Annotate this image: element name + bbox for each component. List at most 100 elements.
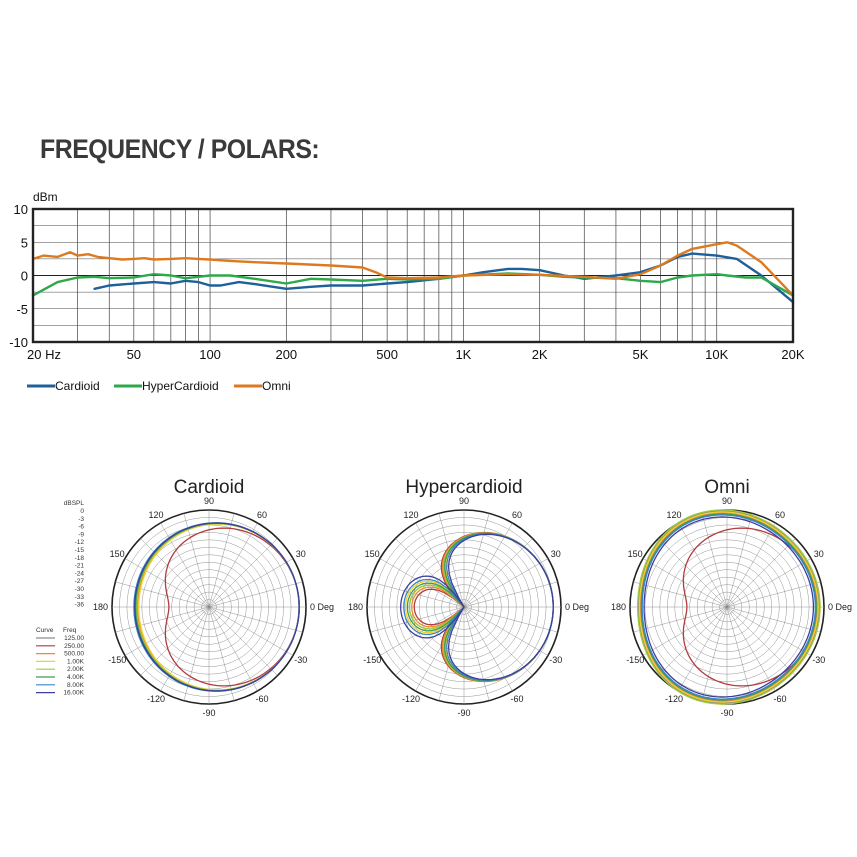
polar-spoke bbox=[658, 538, 728, 608]
polar-spoke bbox=[208, 606, 294, 656]
polar-angle-label: 150 bbox=[110, 549, 125, 559]
scale-value: -24 bbox=[75, 570, 85, 577]
polar-spoke bbox=[678, 606, 728, 692]
polar-angle-label: -60 bbox=[773, 694, 786, 704]
polar-spoke bbox=[463, 558, 549, 608]
scale-title: dBSPL bbox=[64, 500, 85, 507]
x-tick-label: 200 bbox=[275, 347, 297, 362]
polar-angle-label: 30 bbox=[814, 549, 824, 559]
polar-angle-label: 0 Deg bbox=[565, 602, 589, 612]
legend: Cardioid HyperCardioid Omni bbox=[27, 379, 291, 393]
polar-spoke bbox=[208, 606, 258, 692]
polar-spoke bbox=[463, 606, 533, 676]
series-line-hypercardioid bbox=[31, 272, 795, 297]
y-tick-label: -10 bbox=[9, 335, 28, 350]
polar-angle-label: -120 bbox=[402, 694, 420, 704]
polar-spoke bbox=[208, 606, 303, 633]
polar-angle-label: 60 bbox=[257, 510, 267, 520]
polar-angle-label: 120 bbox=[403, 510, 418, 520]
polar-angle-label: 150 bbox=[628, 549, 643, 559]
curve-freq-label: 4.00K bbox=[67, 674, 85, 681]
scale-value: -6 bbox=[78, 524, 84, 531]
scale-value: -30 bbox=[75, 586, 85, 593]
curve-freq-label: 125.00 bbox=[64, 635, 84, 642]
y-tick-label: 10 bbox=[14, 202, 28, 217]
polar-spoke bbox=[701, 513, 728, 608]
polar-spoke bbox=[726, 606, 796, 676]
polar-spoke bbox=[701, 606, 728, 701]
y-tick-label: 5 bbox=[21, 235, 28, 250]
polar-angle-label: 0 Deg bbox=[828, 602, 852, 612]
polar-angle-label: 120 bbox=[148, 510, 163, 520]
polar-angle-label: 90 bbox=[459, 496, 469, 506]
polar-angle-label: 180 bbox=[611, 602, 626, 612]
curve-freq-label: 2.00K bbox=[67, 666, 85, 673]
polar-curve-7 bbox=[400, 533, 554, 681]
polar-angle-label: -60 bbox=[510, 694, 523, 704]
polar-spoke bbox=[463, 581, 558, 608]
polar-angle-label: -120 bbox=[665, 694, 683, 704]
polar-spoke bbox=[633, 581, 728, 608]
polar-angle-label: 0 Deg bbox=[310, 602, 334, 612]
polar-angle-label: -60 bbox=[255, 694, 268, 704]
scale-value: -27 bbox=[75, 578, 85, 585]
scale-value: -12 bbox=[75, 539, 85, 546]
polar-spoke bbox=[124, 558, 210, 608]
polar-spoke bbox=[160, 522, 210, 608]
polar-angle-label: -150 bbox=[363, 655, 381, 665]
polar-spoke bbox=[438, 513, 465, 608]
polar-spoke bbox=[115, 606, 210, 633]
scale-value: -33 bbox=[75, 594, 85, 601]
polar-spoke bbox=[438, 606, 465, 701]
polar-curve-7 bbox=[134, 522, 300, 692]
scale-value: 0 bbox=[80, 508, 84, 515]
y-tick-label: -5 bbox=[16, 302, 28, 317]
curve-header: Curve bbox=[36, 627, 54, 634]
polar-angle-label: -90 bbox=[457, 708, 470, 718]
polar-angle-label: -30 bbox=[812, 655, 825, 665]
polar-spoke bbox=[463, 538, 533, 608]
polar-spoke bbox=[463, 606, 558, 633]
x-tick-label: 1K bbox=[455, 347, 471, 362]
y-tick-label: 0 bbox=[21, 269, 28, 284]
polar-curve-2 bbox=[639, 512, 818, 702]
plot-frame bbox=[31, 207, 795, 344]
scale-value: -18 bbox=[75, 555, 85, 562]
scale-value: -21 bbox=[75, 563, 85, 570]
x-tick-label: 100 bbox=[199, 347, 221, 362]
polar-spoke bbox=[208, 538, 278, 608]
polar-spoke bbox=[140, 606, 210, 676]
legend-label-hypercardioid: HyperCardioid bbox=[142, 379, 219, 393]
polar-title: Omni bbox=[704, 477, 749, 498]
polar-spoke bbox=[463, 606, 549, 656]
polar-angle-label: 120 bbox=[666, 510, 681, 520]
curve-freq-label: 8.00K bbox=[67, 682, 85, 689]
polar-spoke bbox=[726, 606, 776, 692]
polar-curve-4 bbox=[636, 509, 821, 705]
polar-spoke bbox=[124, 606, 210, 656]
x-tick-label: 20K bbox=[781, 347, 804, 362]
polar-spoke bbox=[726, 522, 776, 608]
polar-title: Cardioid bbox=[174, 477, 245, 498]
polar-curve-7 bbox=[643, 516, 815, 698]
freq-header: Freq bbox=[63, 627, 77, 634]
polar-spoke bbox=[370, 581, 465, 608]
curve-freq-label: 250.00 bbox=[64, 643, 84, 650]
polar-angle-label: -120 bbox=[147, 694, 165, 704]
y-axis-label: dBm bbox=[33, 190, 58, 204]
series-line-omni bbox=[31, 241, 795, 297]
polar-angle-label: -30 bbox=[549, 655, 562, 665]
legend-label-omni: Omni bbox=[262, 379, 291, 393]
polar-angle-label: 60 bbox=[512, 510, 522, 520]
scale-value: -9 bbox=[78, 531, 84, 538]
polar-curve-1 bbox=[682, 527, 818, 687]
page-title: FREQUENCY / POLARS: bbox=[40, 134, 320, 164]
polar-angle-label: 90 bbox=[722, 496, 732, 506]
polar-spoke bbox=[208, 606, 278, 676]
polar-spoke bbox=[208, 581, 303, 608]
polar-angle-label: -30 bbox=[294, 655, 307, 665]
